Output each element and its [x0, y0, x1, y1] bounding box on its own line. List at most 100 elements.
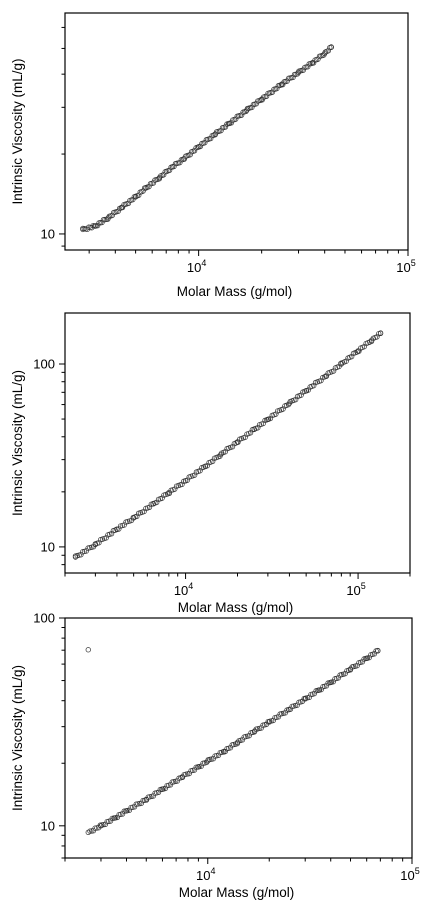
data-point [121, 522, 127, 528]
data-point [309, 60, 316, 66]
data-point [89, 828, 95, 834]
data-point [311, 691, 318, 697]
data-point [159, 786, 166, 792]
data-point [305, 64, 311, 70]
data-point [318, 686, 324, 693]
data-point [138, 800, 145, 806]
data-point [195, 144, 202, 150]
data-point [150, 180, 157, 186]
data-point [154, 499, 160, 506]
data-point [222, 124, 229, 130]
data-point [315, 56, 321, 62]
x-tick-label-base: 10 [196, 868, 210, 883]
data-point [130, 515, 137, 521]
data-point [131, 804, 138, 810]
data-point [114, 526, 120, 532]
data-point [322, 50, 328, 57]
data-point [109, 815, 115, 821]
data-point [286, 400, 293, 406]
data-point [325, 48, 331, 54]
y-tick-label: 10 [41, 539, 55, 554]
data-point [294, 702, 300, 708]
data-point [330, 679, 336, 685]
data-point [166, 489, 172, 496]
data-point [146, 504, 153, 510]
plot-frame [64, 312, 411, 574]
data-point [179, 774, 185, 780]
data-point [197, 468, 203, 474]
y-tick-label: 10 [41, 226, 55, 241]
x-tick-label: 104 [174, 581, 193, 598]
data-point [215, 752, 222, 759]
data-point [286, 706, 292, 713]
data-point [259, 97, 265, 103]
data-point [94, 222, 101, 229]
data-point [182, 478, 189, 484]
data-point [177, 159, 183, 166]
data-point [174, 778, 181, 784]
data-point [109, 212, 115, 219]
data-point [205, 758, 211, 764]
data-point [369, 337, 375, 343]
data-point [125, 200, 132, 206]
data-point [267, 415, 274, 422]
data-point [228, 120, 234, 126]
data-point [150, 793, 157, 799]
data-point [226, 120, 232, 127]
data-point [371, 651, 378, 657]
data-point [244, 107, 250, 113]
data-point [221, 748, 227, 755]
data-point [99, 822, 105, 828]
data-point [210, 458, 216, 464]
data-point [202, 140, 208, 146]
data-point [251, 426, 257, 433]
data-point [94, 825, 100, 831]
data-point [258, 725, 264, 731]
data-point [275, 714, 282, 720]
x-tick-label-base: 10 [396, 260, 410, 275]
data-point [97, 822, 103, 828]
data-point [316, 687, 322, 693]
data-point [101, 821, 107, 828]
data-point [252, 728, 258, 734]
data-point [295, 69, 302, 76]
data-point [104, 818, 110, 825]
data-point [191, 472, 198, 478]
data-point [343, 358, 349, 364]
data-point [259, 96, 265, 102]
data-point [323, 683, 330, 689]
y-axis-title: Intrinsic Viscosity (mL/g) [10, 370, 25, 516]
data-point [222, 449, 228, 455]
data-point [328, 679, 334, 686]
x-tick-label-base: 10 [346, 583, 360, 598]
data-point [85, 829, 91, 836]
data-point [269, 89, 276, 95]
data-point [187, 152, 193, 158]
data-point [103, 535, 109, 541]
data-point [107, 818, 114, 824]
data-point [166, 490, 172, 496]
x-tick-label-exponent: 5 [361, 581, 366, 591]
data-point [347, 666, 354, 672]
x-tick-label-exponent: 4 [188, 581, 193, 591]
data-point [92, 825, 98, 831]
data-point [143, 796, 149, 803]
x-tick-label-base: 10 [400, 868, 414, 883]
data-point [72, 554, 79, 560]
data-point [78, 552, 84, 558]
y-axis-title: Intrinsic Viscosity (mL/g) [10, 58, 25, 204]
data-point [141, 508, 147, 515]
x-axis-title: Molar Mass (g/mol) [177, 284, 293, 299]
data-point [300, 67, 306, 73]
data-point [293, 396, 299, 403]
data-point [342, 671, 348, 677]
x-tick-label-exponent: 4 [210, 866, 215, 876]
plot-frame [64, 617, 413, 859]
data-point [263, 93, 270, 99]
data-point [87, 828, 93, 834]
data-point [302, 696, 308, 702]
data-point [191, 767, 198, 773]
data-point [229, 444, 236, 450]
data-point [279, 81, 285, 87]
